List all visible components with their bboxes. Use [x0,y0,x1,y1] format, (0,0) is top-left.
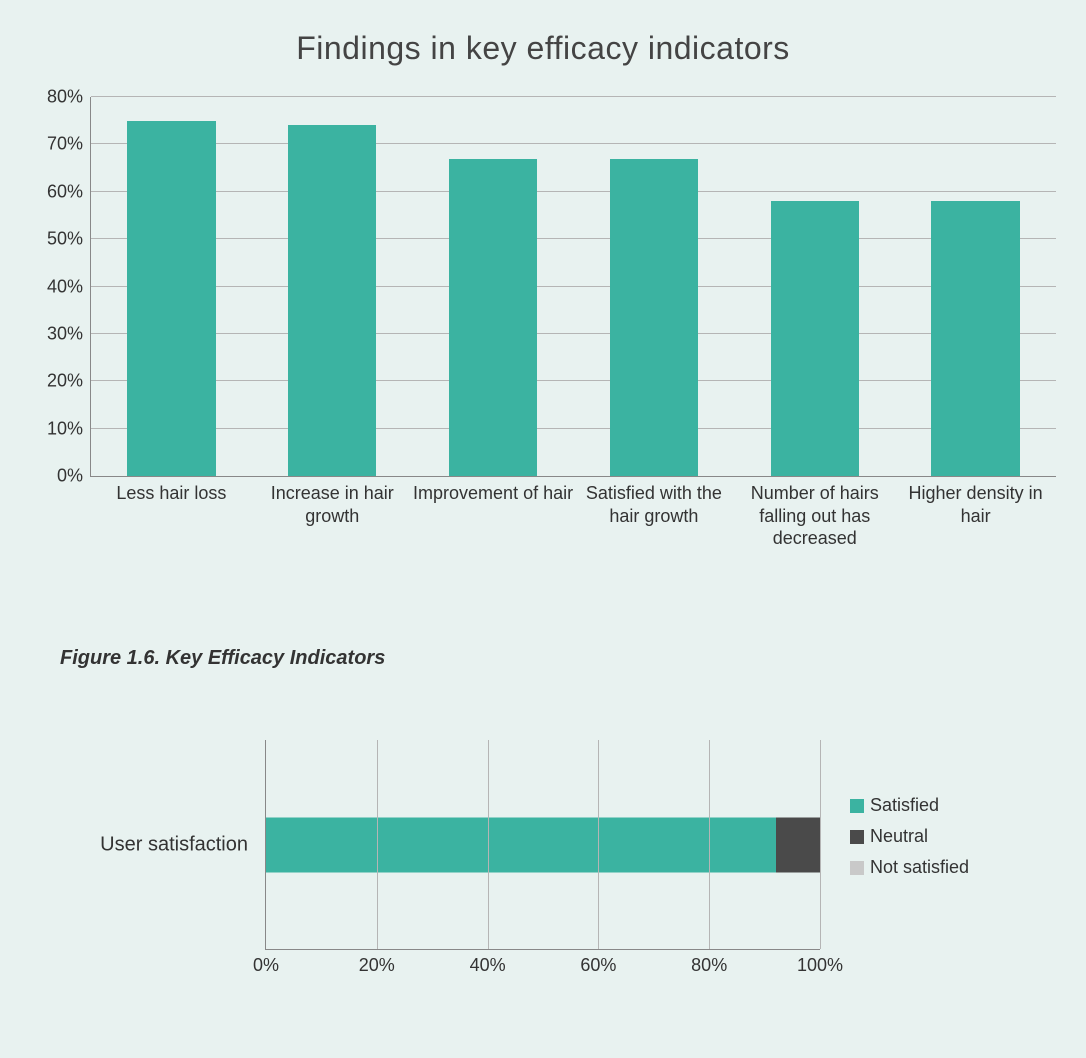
gridline [91,96,1056,97]
gridline [91,333,1056,334]
bar-slot [610,97,698,476]
h-x-tick-label: 80% [691,955,727,976]
gridline [91,238,1056,239]
h-plot-area: User satisfaction 0%20%40%60%80%100% [265,740,820,950]
bar-slot [931,97,1019,476]
x-tick-label: Improvement of hair [413,482,574,505]
bar-chart: 0%10%20%30%40%50%60%70%80%Less hair loss… [30,97,1056,557]
x-tick-label: Number of hairs falling out has decrease… [734,482,895,550]
h-x-tick-label: 20% [359,955,395,976]
h-x-tick-label: 40% [470,955,506,976]
legend-item: Satisfied [850,795,969,816]
legend-label: Neutral [870,826,928,847]
legend: Satisfied Neutral Not satisfied [850,795,969,888]
x-tick-label: Increase in hair growth [252,482,413,527]
h-bar-segment [776,817,820,872]
h-x-tick-label: 100% [797,955,843,976]
gridline [91,428,1056,429]
bar [127,121,215,476]
y-tick-label: 30% [47,323,83,344]
chart-title: Findings in key efficacy indicators [30,30,1056,67]
h-x-tick-label: 60% [580,955,616,976]
y-tick-label: 70% [47,134,83,155]
bar-slot [771,97,859,476]
legend-swatch [850,830,864,844]
h-y-axis-label: User satisfaction [100,833,248,856]
bar-plot-area: 0%10%20%30%40%50%60%70%80%Less hair loss… [90,97,1056,477]
bar-slot [127,97,215,476]
gridline [91,143,1056,144]
y-tick-label: 40% [47,276,83,297]
bar [931,201,1019,476]
legend-label: Satisfied [870,795,939,816]
h-gridline [377,740,378,949]
bar-slot [449,97,537,476]
gridline [91,191,1056,192]
x-tick-label: Satisfied with the hair growth [574,482,735,527]
y-tick-label: 0% [57,466,83,487]
x-tick-label: Higher density in hair [895,482,1056,527]
legend-swatch [850,861,864,875]
y-tick-label: 20% [47,371,83,392]
bar-slot [288,97,376,476]
h-bar-segment [266,817,776,872]
y-tick-label: 60% [47,181,83,202]
x-tick-label: Less hair loss [91,482,252,505]
legend-item: Neutral [850,826,969,847]
legend-item: Not satisfied [850,857,969,878]
bar [771,201,859,476]
satisfaction-chart: User satisfaction 0%20%40%60%80%100% Sat… [30,740,1056,980]
gridline [91,286,1056,287]
bar [610,159,698,476]
bar [449,159,537,476]
legend-swatch [850,799,864,813]
h-gridline [488,740,489,949]
h-gridline [820,740,821,949]
h-gridline [709,740,710,949]
figure-caption: Figure 1.6. Key Efficacy Indicators [60,647,1056,670]
legend-label: Not satisfied [870,857,969,878]
y-tick-label: 80% [47,87,83,108]
bar [288,125,376,476]
y-tick-label: 50% [47,229,83,250]
h-gridline [598,740,599,949]
y-tick-label: 10% [47,418,83,439]
gridline [91,380,1056,381]
h-bar-track [266,817,820,872]
h-x-tick-label: 0% [253,955,279,976]
